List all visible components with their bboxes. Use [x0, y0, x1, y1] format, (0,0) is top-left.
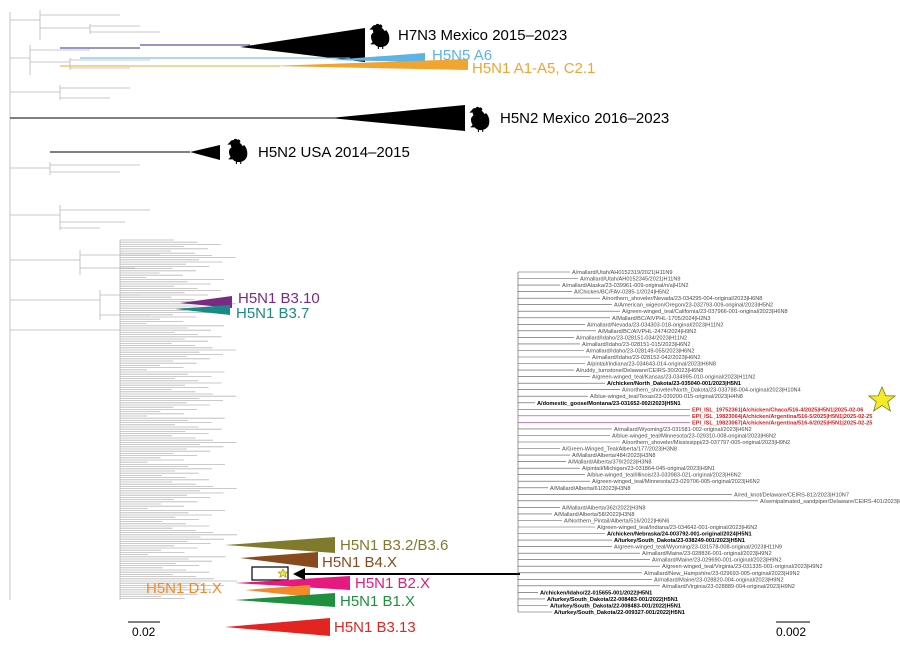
inset-leaf-label: A/mallard/Alaska/23-039961-009-original/… — [562, 283, 688, 289]
clade-triangle-b3-7 — [175, 305, 230, 315]
inset-leaf-label: A/turkey/South_Dakota/22-009327-001/2022… — [554, 610, 685, 616]
inset-leaf-label: A/Mallard/Alberta/58/2022|H3N8 — [554, 512, 634, 518]
inset-leaf-label: A/Green-Winged_Teal/Alberta/177/2023|H3N… — [562, 447, 677, 453]
inset-leaf-label: A/mallard/Nevada/23-034303-018-original/… — [587, 322, 723, 328]
clade-triangle-h5n1-a — [270, 59, 468, 70]
inset-leaf-label: A/Northern_Pintail/Alberta/516/2022|H6N6 — [564, 519, 669, 525]
inset-leaf-label: A/pintail/Michigan/23-031864-045-origina… — [582, 466, 715, 472]
main-scale-bar: 0.02 — [128, 621, 160, 639]
inset-leaf-label: A/mallard/Idaho/23-028151-015/2023|H6N2 — [582, 342, 690, 348]
inset-leaf-label: EPI_ISL_19752361|A/chicken/Chaco/516-4/2… — [692, 407, 863, 413]
clade-triangle-h5n2-mexico — [330, 105, 465, 131]
inset-leaf-label: A/turkey/South_Dakota/23-038249-001/2023… — [614, 538, 745, 544]
inset-leaf-label: A/mallard/Maine/23-029690-001-original/2… — [652, 558, 782, 564]
chicken-icon — [370, 23, 390, 50]
inset-leaf-label: A/mallard/Maine/23-028836-001-original/2… — [642, 551, 772, 557]
inset-leaf-label: A/turkey/South_Dakota/22-008483-001/2022… — [547, 597, 678, 603]
upper-clades — [10, 28, 468, 160]
clade-label-d1: H5N1 D1.X — [146, 580, 222, 597]
inset-leaf-label: A/blue-winged_teal/Texas/23-039200-015-o… — [590, 394, 743, 400]
inset-leaf-label: A/mallard/Utah/AH0152345/2021|H11N9 — [580, 277, 681, 283]
clade-label-h5n2-mexico: H5N2 Mexico 2016–2023 — [500, 110, 669, 127]
inset-leaf-label: A/green-winged_teal/Minnesota/23-029706-… — [592, 479, 760, 485]
clade-triangle-b4 — [240, 552, 318, 568]
inset-leaf-label: A/blue-winged_teal/Illinois/23-033983-02… — [587, 473, 741, 479]
clade-triangle-h5n5 — [330, 53, 425, 62]
inset-leaf-label: A/green-winged_teal/Kansas/23-034995-010… — [592, 375, 755, 381]
clade-label-b3-7: H5N1 B3.7 — [236, 305, 309, 322]
inset-leaf-label: A/American_wigeon/Oregon/23-032793-009-o… — [614, 303, 773, 309]
clade-triangle-b2 — [235, 576, 350, 590]
clade-label-b3-2: H5N1 B3.2/B3.6 — [340, 537, 448, 554]
inset-leaf-label: A/green-winged_teal/Virginia/23-031335-0… — [662, 564, 823, 570]
inset-leaf-label: A/semipalmated_sandpiper/Delaware/CEIRS-… — [760, 499, 900, 505]
h5-gray-leaves — [120, 239, 238, 599]
inset-leaf-label: A/mallard/Maine/23-028820-004-original/2… — [654, 577, 784, 583]
clade-label-h7n3: H7N3 Mexico 2015–2023 — [398, 27, 567, 44]
highlight-box — [251, 566, 289, 581]
chicken-icon — [470, 106, 490, 133]
inset-leaf-label: A/Mallard/Alberta/379/2023|H3N8 — [568, 460, 652, 466]
inset-leaf-label: A/red_knot/Delaware/CEIRS-812/2023|H10N7 — [734, 492, 849, 498]
inset-leaf-label: A/mallard/Idaho/23-028149-055/2023|H6N2 — [586, 349, 694, 355]
inset-leaf-label: EPI_ISL_19823064|A/chicken/Argentina/516… — [692, 414, 872, 420]
inset-leaf-label: A/Mallard/Alberta/61/2023|H3N8 — [550, 486, 630, 492]
clade-triangle-b3-10 — [180, 296, 232, 308]
inset-leaf-label: A/Chicken/BC/FAV-0285-1/2024|H5N2 — [574, 290, 669, 296]
clade-triangle-b1 — [235, 593, 335, 607]
inset-leaf-label: A/pintail/Indiana/23-034643-014-original… — [587, 362, 716, 368]
inset-leaf-label: A/green-winged_teal/Wyoming/23-031578-00… — [614, 545, 782, 551]
inset-scale-label: 0.002 — [776, 625, 806, 639]
main-scale-label: 0.02 — [132, 625, 156, 639]
star-marker-small — [277, 568, 289, 579]
inset-leaf-label: A/mallard/New_Hampshire/23-029693-005-or… — [644, 571, 800, 577]
clade-label-h5n2-usa: H5N2 USA 2014–2015 — [258, 144, 410, 161]
inset-tree: A/mallard/Utah/AH0152319/2021|H11N9A/mal… — [517, 270, 900, 639]
inset-leaf-label: A/domestic_goose/Montana/23-031652-002/2… — [537, 401, 681, 407]
inset-leaf-label: A/Mallard/BC/AIVPHL-2474/2024|H9N2 — [598, 329, 696, 335]
clade-triangle-d1 — [245, 585, 310, 597]
inset-leaf-label: A/mallard/Idaho/23-028151-034/2023|H11N2 — [576, 335, 687, 341]
inset-leaf-label: A/northern_shoveler/North_Dakota/23-0337… — [622, 388, 801, 394]
clade-triangle-b3-13 — [225, 618, 330, 636]
clade-label-h5n5: H5N5 A6 — [432, 47, 492, 64]
clade-label-b2: H5N1 B2.X — [355, 575, 430, 592]
clade-labels: H7N3 Mexico 2015–2023 H5N5 A6 H5N1 A1-A5… — [146, 27, 669, 636]
main-tree — [9, 10, 238, 600]
inset-scale-bar: 0.002 — [776, 621, 810, 639]
inset-leaf-label: A/chicken/North_Dakota/23-035040-001/202… — [607, 381, 741, 387]
chicken-icon — [228, 138, 248, 165]
inset-leaf-label: A/mallard/Idaho/23-028152-042/2023|H6N2 — [592, 355, 700, 361]
inset-leaf-label: EPI_ISL_19823067|A/chicken/Argentina/516… — [692, 420, 872, 426]
inset-leaf-label: A/Mallard/BC/AIVPHL-1705/2024|H2N3 — [612, 316, 710, 322]
inset-leaf-label: A/northern_shoveler/Mississippi/23-03779… — [622, 440, 790, 446]
inset-leaf-label: A/mallard/Utah/AH0152319/2021|H11N9 — [572, 270, 673, 276]
clade-label-h5n1-a: H5N1 A1-A5, C2.1 — [472, 60, 595, 77]
clade-label-b1: H5N1 B1.X — [340, 593, 415, 610]
star-marker-large — [867, 386, 897, 412]
inset-leaf-label: A/green-winged_teal/Indiana/23-034642-00… — [597, 525, 757, 531]
clade-label-b3-13: H5N1 B3.13 — [334, 619, 416, 636]
inset-leaf-label: A/blue-winged_teal/Minnesota/23-029310-0… — [612, 434, 776, 440]
inset-leaf-label: A/green-winged_teal/California/23-037966… — [622, 309, 788, 315]
clade-label-b3-10: H5N1 B3.10 — [238, 290, 320, 307]
inset-leaf-label: A/turkey/South_Dakota/22-008483-001/2022… — [550, 604, 681, 610]
inset-leaf-label: A/mallard/Virginia/23-028889-004-origina… — [662, 584, 795, 590]
inset-leaf-label: A/chicken/Idaho/22-015655-001/2022|H5N1 — [540, 590, 652, 596]
lower-clades — [175, 296, 520, 636]
inset-leaf-label: A/ruddy_turnstone/Delaware/CEIRS-30/2023… — [576, 368, 703, 374]
clade-triangle-h7n3 — [240, 28, 365, 62]
inset-leaf-label: A/mallard/Wyoming/23-031581-002-original… — [614, 427, 752, 433]
inset-leaf-label: A/northern_shoveler/Nevada/23-034295-004… — [602, 296, 762, 302]
inset-leaf-label: A/chicken/Nebraska/24-003792-001-origina… — [607, 532, 752, 538]
clade-triangle-h5n2-usa — [190, 145, 220, 160]
clade-triangle-b3-2 — [225, 537, 335, 553]
clade-label-b4: H5N1 B4.X — [322, 554, 397, 571]
inset-leaf-label: A/Mallard/Alberta/484/2023|H3N8 — [572, 453, 656, 459]
inset-leaf-label: A/Mallard/Alberta/362/2022|H3N8 — [562, 505, 646, 511]
